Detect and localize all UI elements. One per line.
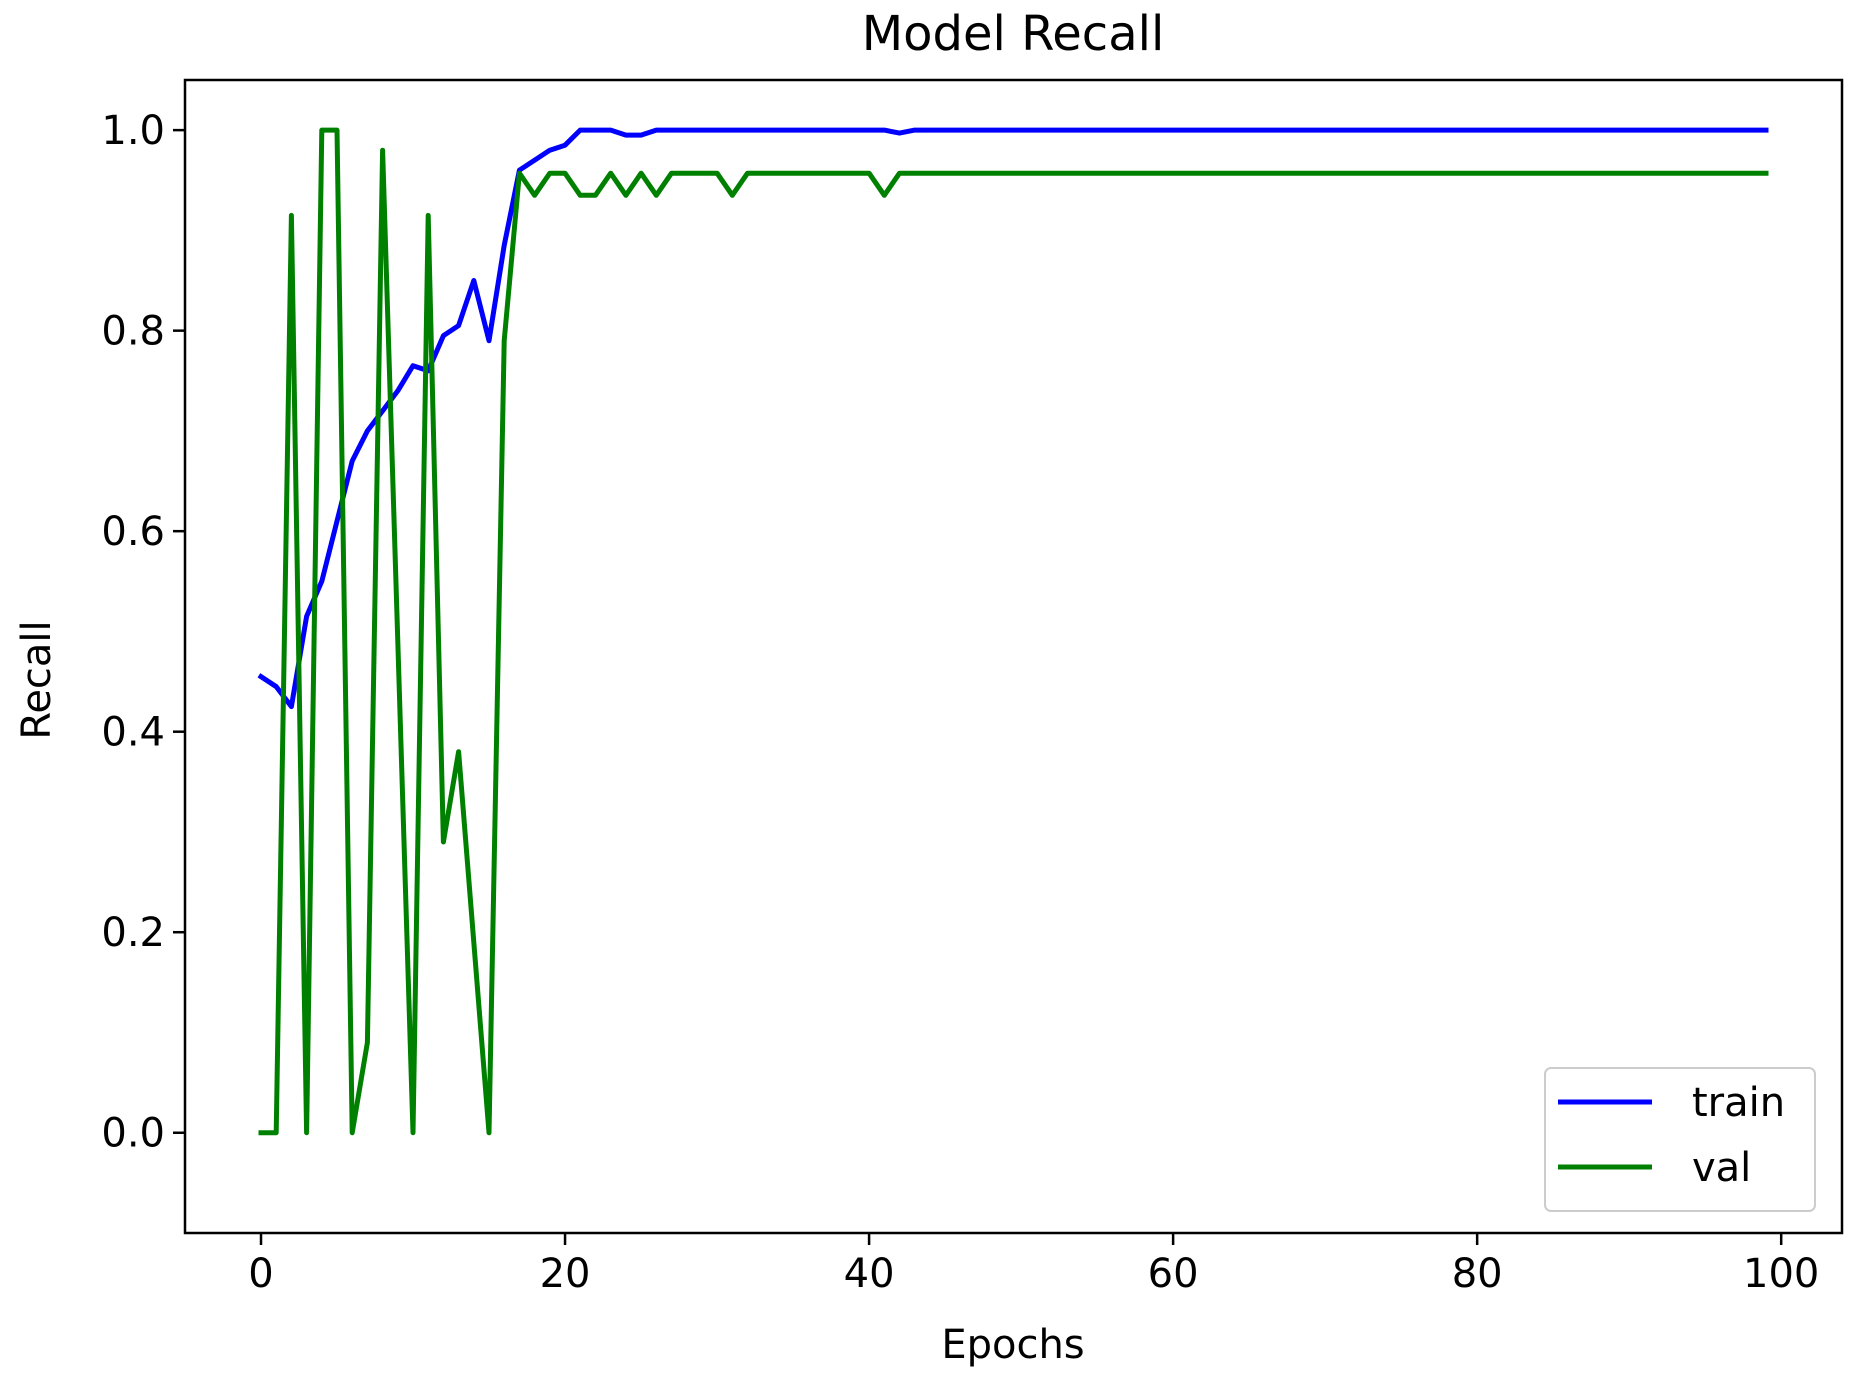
legend-label-train: train	[1692, 1080, 1785, 1126]
y-tick-label: 0.4	[101, 710, 165, 756]
legend: train val	[1544, 1067, 1816, 1212]
x-axis-label: Epochs	[941, 1322, 1084, 1368]
x-tick-label: 60	[1148, 1251, 1199, 1297]
series-line-val	[258, 127, 1769, 1136]
x-tick-label: 80	[1452, 1251, 1503, 1297]
x-tick-label: 0	[248, 1251, 273, 1297]
axes-layer: 0 20 40 60 80 100 0.0 0.2 0.4 0.6 0.8 1.0	[101, 78, 1844, 1297]
y-axis-label: Recall	[14, 620, 60, 739]
x-tick-label: 100	[1743, 1251, 1819, 1297]
chart-title: Model Recall	[862, 6, 1165, 62]
y-tick-label: 0.0	[101, 1111, 165, 1157]
y-tick-label: 0.6	[101, 509, 165, 555]
x-tick-label: 40	[844, 1251, 895, 1297]
plot-frame	[183, 78, 1844, 1235]
legend-label-val: val	[1692, 1145, 1751, 1191]
y-tick-label: 0.2	[101, 910, 165, 956]
x-tick-label: 20	[540, 1251, 591, 1297]
series-layer	[257, 127, 1769, 1136]
y-tick-label: 1.0	[101, 108, 165, 154]
y-tick-label: 0.8	[101, 309, 165, 355]
series-line-train	[257, 127, 1769, 710]
